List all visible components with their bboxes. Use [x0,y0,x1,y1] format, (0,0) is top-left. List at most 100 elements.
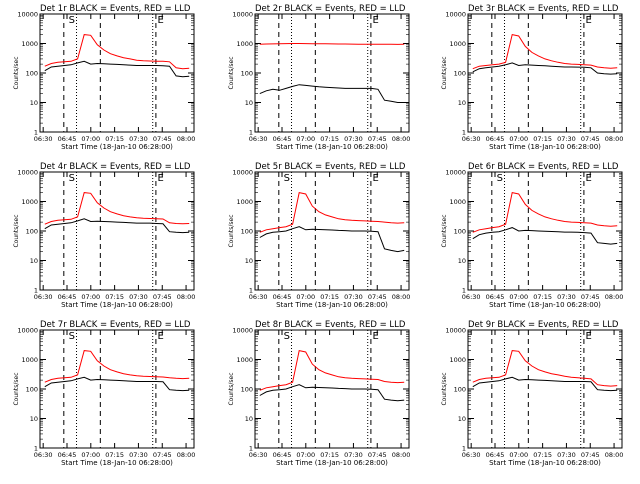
x-tick-label: 06:45 [273,293,292,301]
marker-start: S [497,173,503,184]
x-tick-label: 06:45 [273,135,292,143]
x-tick-label: 06:45 [486,135,505,143]
y-tick-label: 1 [34,445,38,453]
y-tick-label: 1000 [236,40,253,48]
panel-title: Det 3r BLACK = Events, RED = LLD [468,4,619,14]
events-series-line [472,62,618,75]
x-tick-label: 06:45 [58,293,77,301]
lld-series-line [259,350,405,391]
marker-start: S [69,173,75,184]
x-tick-label: 07:30 [344,451,363,459]
y-tick-label: 1000 [449,356,466,364]
plot-frame [254,171,410,291]
y-axis-label: Counts/sec [441,372,448,405]
x-tick-label: 07:30 [129,293,148,301]
panel-1: Det 1r BLACK = Events, RED = LLD 1 10 100 10… [13,4,195,151]
x-tick-label: 07:00 [509,451,528,459]
x-tick-label: 06:30 [34,451,53,459]
y-tick-label: 100 [241,228,253,236]
x-tick-label: 06:45 [58,451,77,459]
y-tick-label: 10 [458,99,466,107]
lld-series-line [44,34,190,70]
y-tick-label: 10000 [445,327,466,335]
y-axis-label: Counts/sec [13,56,20,89]
x-axis-label: Start Time (18-Jan-10 06:28:00) [61,143,173,151]
plot-frame [254,329,410,449]
y-tick-label: 10000 [445,169,466,177]
y-tick-label: 1000 [449,198,466,206]
x-tick-label: 07:15 [533,451,552,459]
y-tick-label: 100 [241,386,253,394]
y-axis-label: Counts/sec [13,214,20,247]
x-tick-label: 07:30 [344,293,363,301]
x-tick-label: 07:00 [81,451,100,459]
panel-5: Det 5r BLACK = Events, RED = LLD 1 10 100 10… [228,162,410,309]
y-tick-label: 10 [245,415,253,423]
plot-frame [39,171,195,291]
x-tick-label: 06:30 [249,293,268,301]
panel-title: Det 4r BLACK = Events, RED = LLD [40,162,191,172]
events-series-line [44,60,190,78]
x-tick-label: 06:45 [486,451,505,459]
y-tick-label: 10 [30,415,38,423]
y-tick-label: 10000 [445,11,466,19]
y-tick-label: 100 [454,386,466,394]
lld-series-line [259,192,405,233]
x-tick-label: 07:00 [81,293,100,301]
y-tick-label: 10 [30,257,38,265]
x-axis-label: Start Time (18-Jan-10 06:28:00) [489,143,601,151]
y-tick-label: 10000 [232,327,253,335]
x-tick-label: 07:45 [153,135,172,143]
x-tick-label: 06:30 [462,451,481,459]
y-tick-label: 10000 [17,169,38,177]
panel-2: Det 2r BLACK = Events, RED = LLD 1 10 100 10… [228,4,410,151]
y-tick-label: 10000 [17,327,38,335]
marker-end: E [372,173,378,184]
x-tick-label: 07:15 [533,293,552,301]
x-tick-label: 07:00 [296,293,315,301]
x-tick-label: 07:45 [153,451,172,459]
x-tick-label: 07:00 [81,135,100,143]
x-axis-label: Start Time (18-Jan-10 06:28:00) [489,459,601,467]
events-series-line [472,227,618,245]
y-tick-label: 1 [34,129,38,137]
x-tick-label: 07:15 [105,451,124,459]
y-tick-label: 100 [454,70,466,78]
panel-title: Det 2r BLACK = Events, RED = LLD [255,4,406,14]
y-tick-label: 10 [30,99,38,107]
marker-start: S [284,331,290,342]
x-tick-label: 07:15 [320,293,339,301]
y-tick-label: 100 [26,228,38,236]
lld-series-line [472,34,618,70]
y-tick-label: 10000 [17,11,38,19]
panel-title: Det 5r BLACK = Events, RED = LLD [255,162,406,172]
plot-frame [254,13,410,133]
lld-series-line [44,350,190,383]
x-tick-label: 07:45 [368,293,387,301]
panel-8: Det 8r BLACK = Events, RED = LLD 1 10 100 10… [228,320,410,467]
y-axis-label: Counts/sec [441,56,448,89]
x-tick-label: 08:00 [177,293,196,301]
y-tick-label: 1 [34,287,38,295]
x-tick-label: 07:45 [153,293,172,301]
y-tick-label: 10 [458,257,466,265]
x-tick-label: 07:15 [320,451,339,459]
y-axis-label: Counts/sec [441,214,448,247]
x-axis-label: Start Time (18-Jan-10 06:28:00) [61,301,173,309]
y-tick-label: 1 [249,445,253,453]
x-tick-label: 08:00 [392,451,411,459]
x-tick-label: 07:30 [557,451,576,459]
y-tick-label: 1000 [236,198,253,206]
panel-9: Det 9r BLACK = Events, RED = LLD 1 10 100 10… [441,320,623,467]
y-tick-label: 1000 [21,356,38,364]
y-tick-label: 1000 [21,198,38,206]
y-axis-label: Counts/sec [228,214,235,247]
marker-end: E [372,15,378,26]
x-axis-label: Start Time (18-Jan-10 06:28:00) [276,459,388,467]
plot-frame [39,13,195,133]
events-series-line [259,384,405,402]
y-axis-label: Counts/sec [13,372,20,405]
plot-frame [467,329,623,449]
panel-title: Det 8r BLACK = Events, RED = LLD [255,320,406,330]
x-tick-label: 07:45 [581,293,600,301]
